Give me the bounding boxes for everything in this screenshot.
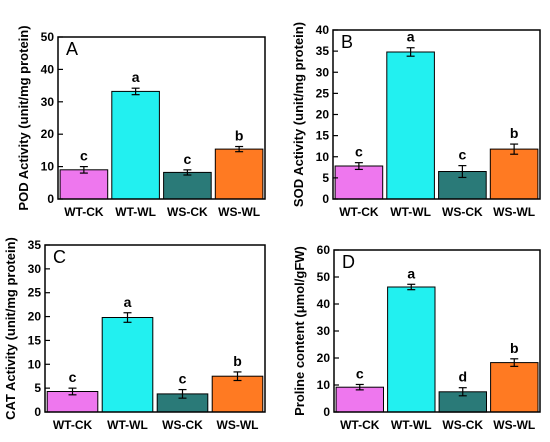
- x-tick-label: WT-CK: [340, 418, 380, 432]
- y-axis-title: SOD Activity (unit/mg protein): [291, 22, 306, 207]
- y-tick-label: 0: [47, 192, 54, 206]
- panel-letter: D: [342, 252, 355, 272]
- significance-label: a: [407, 29, 415, 45]
- y-tick-label: 15: [316, 129, 330, 143]
- y-tick-label: 10: [317, 378, 331, 392]
- y-tick-label: 0: [34, 405, 41, 419]
- bar-wt-wl: [111, 90, 160, 200]
- significance-label: a: [132, 69, 140, 85]
- y-tick-label: 10: [316, 150, 330, 164]
- chart-panel-c: c WT-CK a WT-WL c WS-CK b WS-WL 0 5 10 15 20 25 30 35 CA…: [3, 237, 266, 432]
- y-tick-label: 20: [316, 108, 330, 122]
- bar-wt-ck: [334, 165, 384, 200]
- bar-wt-ck: [59, 169, 109, 200]
- significance-label: c: [179, 371, 187, 387]
- y-axis-title: POD Activity (unit/mg protein): [16, 25, 31, 210]
- y-axis-title: CAT Activity (unit/mg protein): [3, 237, 18, 420]
- y-tick-label: 40: [41, 62, 55, 76]
- y-tick-label: 5: [322, 171, 329, 185]
- significance-label: c: [80, 148, 88, 164]
- y-tick-label: 25: [316, 86, 330, 100]
- plot-frame: [57, 36, 266, 200]
- y-tick-label: 30: [41, 95, 55, 109]
- x-tick-label: WS-WL: [493, 205, 535, 219]
- y-tick-label: 0: [323, 405, 330, 419]
- bar-ws-wl: [214, 148, 264, 200]
- significance-label: b: [510, 125, 519, 141]
- significance-label: d: [458, 369, 467, 385]
- y-tick-label: 30: [28, 262, 42, 276]
- y-tick-label: 40: [316, 23, 330, 37]
- y-tick-label: 15: [28, 333, 42, 347]
- y-tick-label: 30: [317, 324, 331, 338]
- x-tick-label: WS-CK: [167, 205, 208, 219]
- significance-label: a: [407, 265, 415, 281]
- y-tick-label: 20: [317, 351, 331, 365]
- plot-frame: [44, 244, 266, 413]
- significance-label: b: [235, 128, 244, 144]
- x-tick-label: WT-CK: [53, 418, 93, 432]
- x-tick-label: WS-WL: [493, 418, 535, 432]
- y-tick-label: 35: [28, 238, 42, 252]
- significance-label: a: [124, 294, 132, 310]
- y-tick-label: 60: [317, 243, 331, 257]
- y-tick-label: 10: [28, 357, 42, 371]
- bar-ws-ck: [163, 171, 212, 200]
- y-tick-label: 40: [317, 297, 331, 311]
- y-tick-label: 35: [316, 44, 330, 58]
- y-tick-label: 20: [41, 127, 55, 141]
- bar-wt-wl: [387, 286, 436, 413]
- chart-panel-b: c WT-CK a WT-WL c WS-CK b WS-WL 0 5 10 15 20 25 30 35 40…: [291, 22, 541, 219]
- x-tick-label: WS-CK: [442, 205, 483, 219]
- significance-label: b: [510, 340, 519, 356]
- x-tick-label: WT-WL: [391, 418, 432, 432]
- significance-label: b: [233, 353, 242, 369]
- y-tick-label: 10: [41, 160, 55, 174]
- y-tick-label: 30: [316, 65, 330, 79]
- significance-label: c: [458, 147, 466, 163]
- x-tick-label: WS-WL: [218, 205, 260, 219]
- significance-label: c: [355, 144, 363, 160]
- x-tick-label: WS-CK: [442, 418, 483, 432]
- chart-panel-d: c WT-CK a WT-WL d WS-CK b WS-WL 0 10 20 30 40 50 60 Pro…: [292, 243, 541, 432]
- y-tick-label: 5: [34, 381, 41, 395]
- y-tick-label: 25: [28, 286, 42, 300]
- x-tick-label: WS-CK: [162, 418, 203, 432]
- x-tick-label: WT-WL: [115, 205, 156, 219]
- panel-letter: A: [66, 39, 78, 59]
- x-tick-label: WS-WL: [217, 418, 259, 432]
- y-tick-label: 50: [317, 270, 331, 284]
- y-tick-label: 50: [41, 30, 55, 44]
- x-tick-label: WT-CK: [339, 205, 379, 219]
- significance-label: c: [356, 366, 364, 382]
- x-tick-label: WT-CK: [64, 205, 104, 219]
- x-tick-label: WT-WL: [390, 205, 431, 219]
- y-tick-label: 20: [28, 310, 42, 324]
- y-tick-label: 0: [322, 192, 329, 206]
- bar-wt-wl: [101, 317, 154, 413]
- panel-letter: B: [341, 32, 353, 52]
- bar-wt-wl: [386, 51, 435, 200]
- significance-label: c: [183, 151, 191, 167]
- chart-panel-a: c WT-CK a WT-WL c WS-CK b WS-WL 0 10 20 30 40 50 POD A…: [16, 25, 266, 219]
- y-axis-title: Proline content (μmol/gFW): [292, 246, 307, 416]
- bar-ws-wl: [211, 375, 264, 413]
- x-tick-label: WT-WL: [107, 418, 148, 432]
- panel-letter: C: [53, 247, 66, 267]
- significance-label: c: [69, 369, 77, 385]
- bar-wt-ck: [335, 386, 385, 413]
- bar-ws-wl: [489, 148, 539, 200]
- bar-ws-wl: [490, 362, 539, 413]
